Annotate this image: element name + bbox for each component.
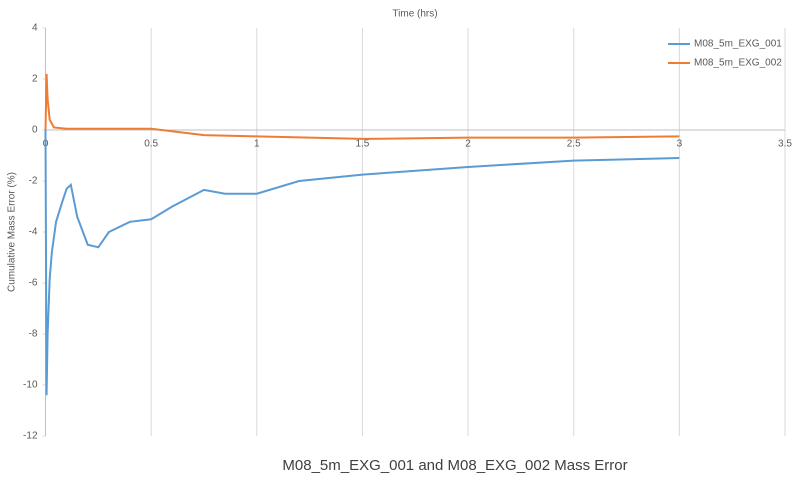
- y-tick-label: -12: [23, 431, 38, 442]
- y-tick-label: -4: [29, 227, 38, 238]
- x-tick-label: 1.5: [355, 139, 369, 150]
- y-tick-label: 2: [32, 74, 38, 85]
- x-tick-label: 3.5: [778, 139, 792, 150]
- legend-label: M08_5m_EXG_001: [694, 39, 782, 50]
- y-tick-label: 0: [32, 125, 38, 136]
- series-line: [44, 73, 680, 140]
- series-line: [44, 129, 680, 396]
- x-tick-label: 2: [465, 139, 471, 150]
- y-tick-label: -8: [29, 329, 38, 340]
- y-tick-label: 4: [32, 23, 38, 34]
- y-tick-label: -6: [29, 278, 38, 289]
- y-axis-title: Cumulative Mass Error (%): [7, 172, 18, 292]
- y-tick-label: -2: [29, 176, 38, 187]
- x-axis-title: Time (hrs): [392, 9, 437, 20]
- chart-title: M08_5m_EXG_001 and M08_EXG_002 Mass Erro…: [282, 457, 627, 474]
- y-tick-label: -10: [23, 380, 38, 391]
- legend-label: M08_5m_EXG_002: [694, 58, 782, 69]
- x-tick-label: 3: [677, 139, 683, 150]
- x-tick-label: 0.5: [144, 139, 158, 150]
- x-tick-label: 1: [254, 139, 260, 150]
- x-tick-label: 2.5: [567, 139, 581, 150]
